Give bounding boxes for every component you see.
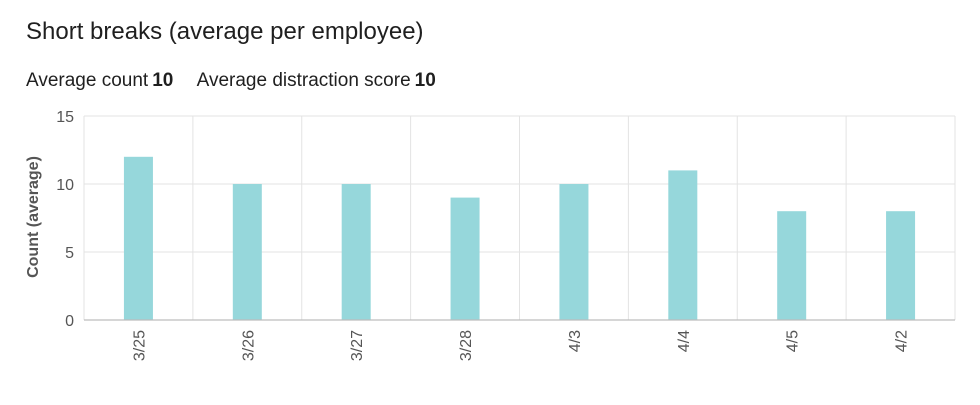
- bar-4-3[interactable]: [559, 184, 589, 320]
- x-tick-label: 4/5: [785, 330, 802, 352]
- x-tick-label: 4/3: [567, 330, 584, 352]
- average-distraction-score-label: Average distraction score: [196, 70, 411, 91]
- x-tick-label: 3/28: [458, 330, 475, 361]
- bar-4-5[interactable]: [777, 211, 807, 320]
- bar-chart: 0 5 10 15 3/25 3/26 3/27 3/28 4/3 4/4 4/5 4/2 Count…: [25, 109, 956, 361]
- average-distraction-score-value: 10: [414, 70, 436, 91]
- bar-3-28[interactable]: [450, 197, 480, 320]
- x-tick-label: 3/27: [349, 330, 366, 361]
- y-tick-label: 10: [56, 177, 74, 194]
- x-tick-label: 3/26: [240, 330, 257, 361]
- bar-3-27[interactable]: [341, 184, 371, 320]
- x-tick-label: 3/25: [131, 330, 148, 361]
- y-tick-label: 5: [65, 245, 74, 262]
- bar-4-4[interactable]: [668, 170, 698, 320]
- y-tick-label: 15: [56, 109, 74, 126]
- bar-4-2[interactable]: [886, 211, 916, 320]
- average-count-value: 10: [152, 70, 174, 91]
- average-count-label: Average count: [26, 70, 149, 91]
- bar-3-26[interactable]: [232, 184, 262, 320]
- page-title: Short breaks (average per employee): [26, 18, 424, 45]
- average-count-stat: Average count 10: [26, 70, 179, 91]
- chart-container: 0 5 10 15 3/25 3/26 3/27 3/28 4/3 4/4 4/5 4/2 Count…: [0, 100, 980, 400]
- grid-layer: [83, 115, 956, 320]
- x-tick-label: 4/2: [894, 330, 911, 352]
- axis-layer: 0 5 10 15 3/25 3/26 3/27 3/28 4/3 4/4 4/5 4/2: [56, 109, 955, 361]
- y-axis-label: Count (average): [25, 156, 42, 278]
- y-tick-label: 0: [65, 313, 74, 330]
- x-tick-label: 4/4: [676, 330, 693, 352]
- bar-layer: [123, 156, 916, 320]
- bar-3-25[interactable]: [123, 156, 153, 320]
- average-distraction-score-stat: Average distraction score 10: [197, 70, 436, 91]
- summary-row: Average count 10 Average distraction scor…: [26, 70, 454, 92]
